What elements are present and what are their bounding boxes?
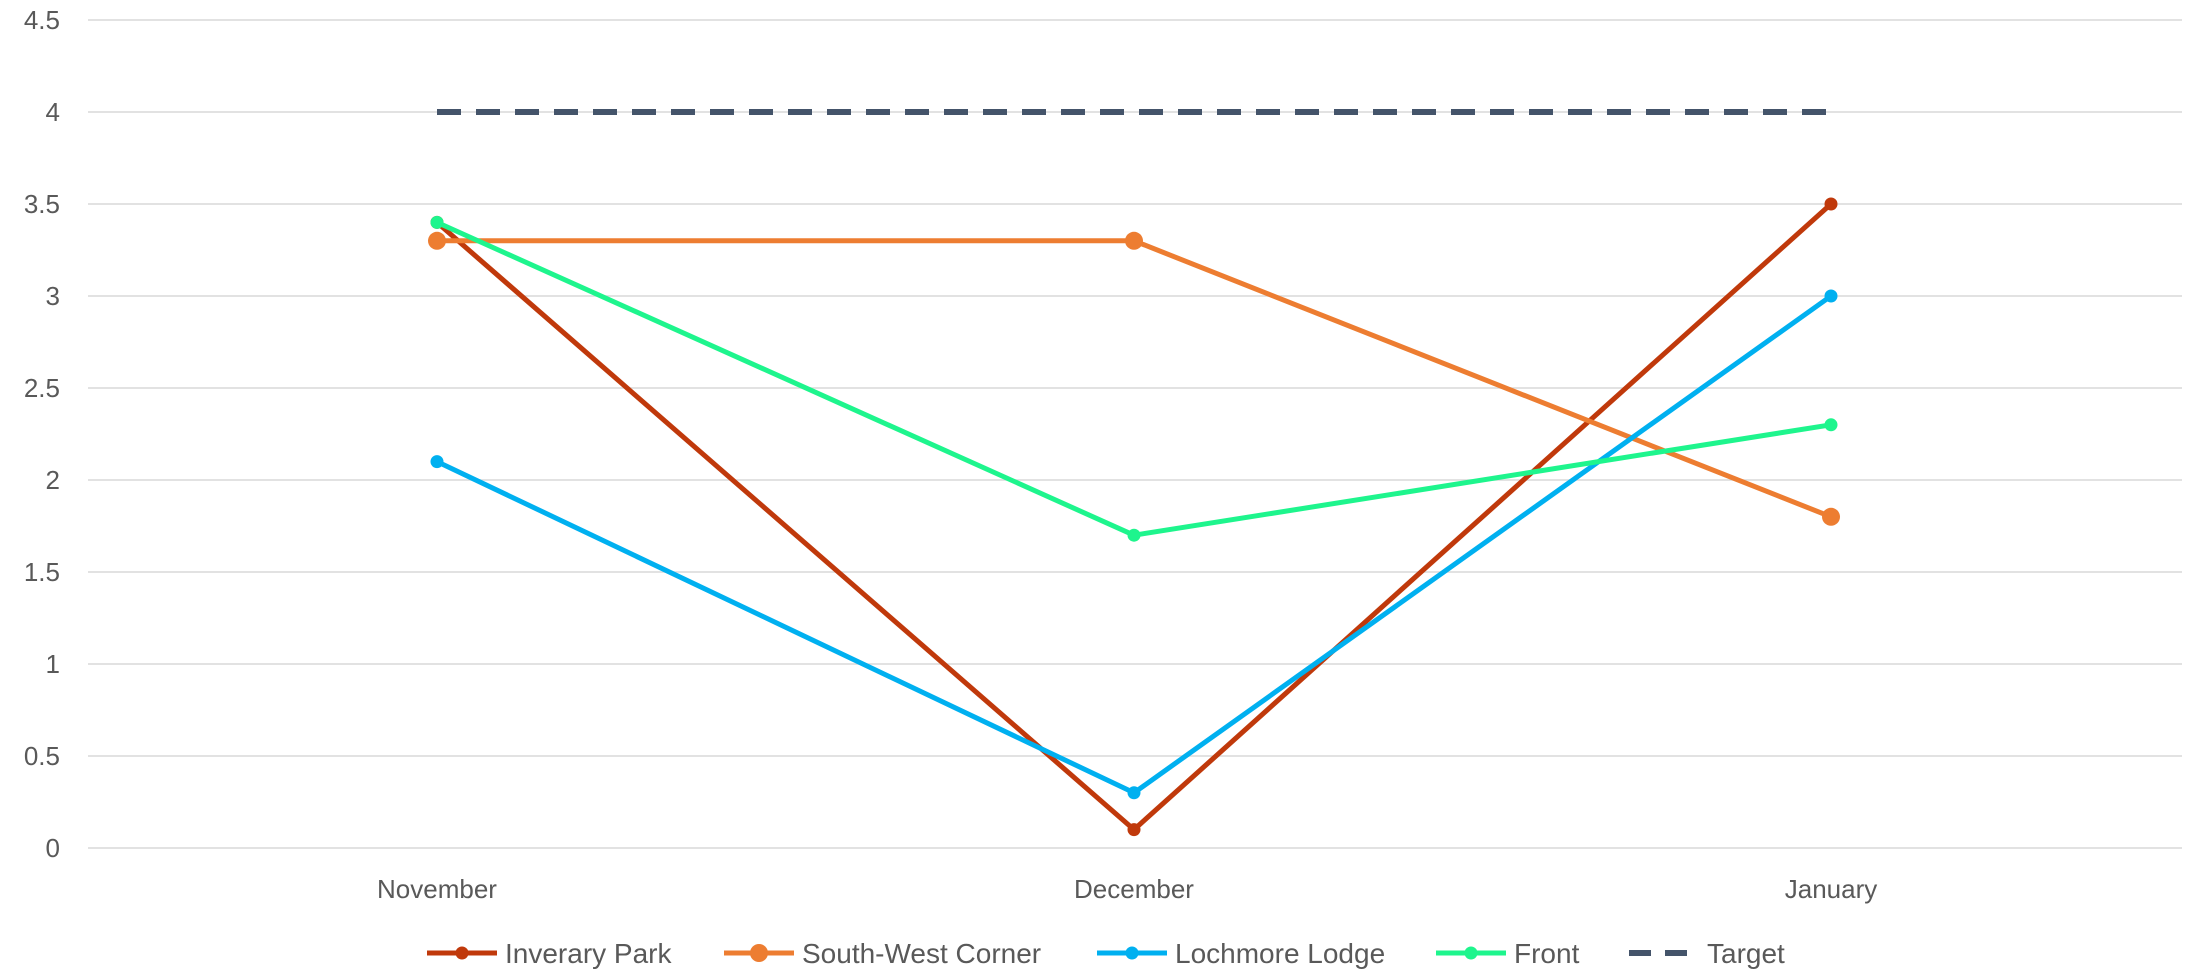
x-tick-label: December [1074,874,1194,904]
y-tick-label: 1 [46,649,60,679]
data-point[interactable] [1127,823,1141,837]
data-point[interactable] [428,231,446,250]
series-line [437,238,1832,520]
legend-marker [1125,946,1139,960]
legend[interactable]: Inverary Park South-West Corner Lochmore L… [427,938,1785,969]
legend-marker [455,946,469,960]
y-tick-label: 3 [46,281,60,311]
y-tick-label: 0 [46,833,60,863]
series-south-west-corner[interactable] [428,231,1840,526]
y-tick-label: 1.5 [24,557,60,587]
legend-item[interactable]: Target [1629,938,1785,969]
x-axis: November December January [377,874,1877,904]
data-point[interactable] [430,455,444,469]
data-point[interactable] [1824,418,1838,432]
data-point[interactable] [1127,528,1141,542]
x-tick-label: November [377,874,497,904]
y-tick-label: 0.5 [24,741,60,771]
series-inverary-park[interactable] [430,197,1838,837]
y-tick-label: 2.5 [24,373,60,403]
legend-item[interactable]: Inverary Park [427,938,672,969]
series-group [428,109,1840,837]
data-point[interactable] [1824,289,1838,303]
y-tick-label: 3.5 [24,189,60,219]
legend-label: South-West Corner [802,938,1041,969]
legend-marker [1464,946,1478,960]
legend-label: Lochmore Lodge [1175,938,1385,969]
x-tick-label: January [1785,874,1878,904]
legend-marker [750,944,768,962]
legend-item[interactable]: Front [1436,938,1580,969]
series-line [435,202,1833,833]
y-tick-label: 2 [46,465,60,495]
series-line [435,293,1833,796]
legend-item[interactable]: Lochmore Lodge [1097,938,1385,969]
data-point[interactable] [1127,786,1141,800]
series-line [435,220,1832,538]
legend-label: Inverary Park [505,938,672,969]
data-point[interactable] [1125,231,1143,250]
series-front[interactable] [430,215,1838,542]
legend-item[interactable]: South-West Corner [724,938,1041,969]
y-axis: 0 0.5 1 1.5 2 2.5 3 3.5 4 4.5 [24,5,60,863]
legend-label: Front [1514,938,1580,969]
series-lochmore-lodge[interactable] [430,289,1838,800]
data-point[interactable] [1822,507,1840,526]
gridlines [88,19,2182,849]
data-point[interactable] [1824,197,1838,211]
data-point[interactable] [430,215,444,229]
y-tick-label: 4.5 [24,5,60,35]
y-tick-label: 4 [46,97,60,127]
legend-label: Target [1707,938,1785,969]
